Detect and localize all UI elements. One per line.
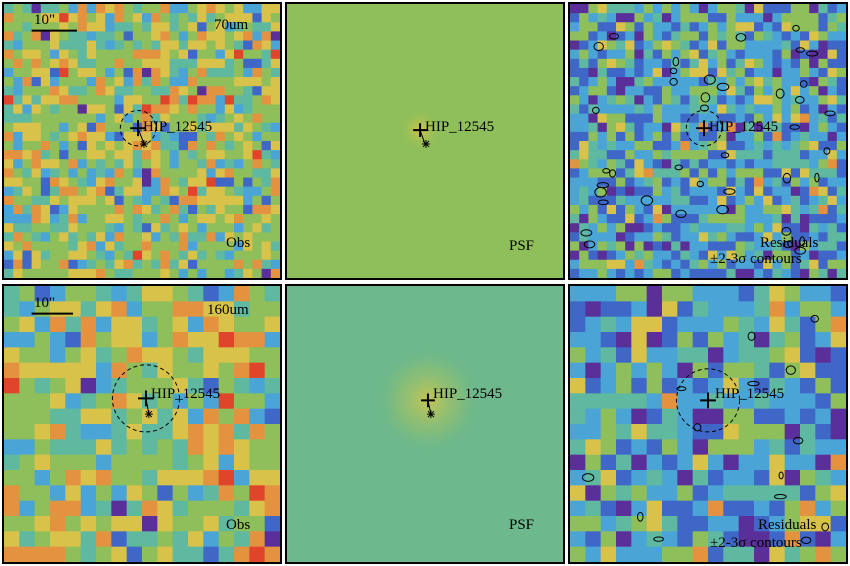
- asterisk-marker: [140, 140, 148, 148]
- aperture-circle: [111, 364, 180, 433]
- residuals-map-70um: [570, 4, 846, 278]
- residuals-map-160um: [570, 286, 846, 562]
- target-label: HIP_12545: [715, 386, 785, 402]
- panel-label: Residuals: [760, 235, 819, 251]
- residuals-overlay-160um: [581, 314, 830, 544]
- scale-bar-label: 10": [34, 295, 56, 311]
- target-cross: [700, 392, 716, 409]
- target-cross: [696, 120, 712, 137]
- psf-map-70um: [287, 4, 563, 278]
- aperture-circle: [685, 109, 723, 147]
- psf-map-160um: [287, 286, 563, 562]
- target-label: HIP_12545: [143, 119, 213, 135]
- obs-panel-70um: 10" 70um HIP_12545 Obs: [2, 2, 282, 280]
- offset-line: [427, 400, 432, 415]
- band-label: 70um: [214, 17, 249, 33]
- asterisk-marker: [144, 410, 153, 419]
- offset-line: [137, 128, 145, 145]
- psf-panel-70um: HIP_12545 PSF: [285, 2, 565, 280]
- aperture-circle: [675, 368, 741, 433]
- target-label: HIP_12545: [709, 119, 779, 135]
- panel-label: PSF: [509, 238, 535, 254]
- psf-overlay-160um: [421, 393, 435, 419]
- residual-contours: [580, 24, 836, 255]
- obs-overlay-70um: [31, 29, 157, 148]
- psf-panel-160um: HIP_12545 PSF: [285, 284, 565, 564]
- band-label: 160um: [207, 302, 249, 318]
- aperture-circle: [119, 109, 157, 147]
- panel-label: Residuals: [758, 517, 817, 533]
- panel-sublabel: ±2-3σ contours: [710, 535, 802, 551]
- panel-label: Obs: [226, 235, 251, 251]
- panel-sublabel: ±2-3σ contours: [710, 251, 802, 267]
- asterisk-marker: [426, 410, 435, 419]
- residuals-panel-70um: HIP_12545 Residuals ±2-3σ contours: [568, 2, 848, 280]
- obs-map-160um: [4, 286, 280, 562]
- residuals-overlay-70um: [580, 24, 836, 255]
- target-label: HIP_12545: [151, 386, 221, 402]
- obs-map-70um: [4, 4, 280, 278]
- panel-label: PSF: [509, 517, 535, 533]
- residual-contours: [581, 314, 830, 544]
- psf-overlay-70um: [413, 123, 430, 148]
- residuals-panel-160um: HIP_12545 Residuals ±2-3σ contours: [568, 284, 848, 564]
- scale-bar-label: 10": [34, 12, 56, 28]
- target-label: HIP_12545: [425, 119, 495, 135]
- obs-overlay-160um: [31, 312, 180, 433]
- obs-panel-160um: 10" 160um HIP_12545 Obs: [2, 284, 282, 564]
- target-label: HIP_12545: [433, 386, 503, 402]
- asterisk-marker: [422, 140, 430, 148]
- target-cross: [413, 123, 427, 138]
- panel-label: Obs: [226, 517, 251, 533]
